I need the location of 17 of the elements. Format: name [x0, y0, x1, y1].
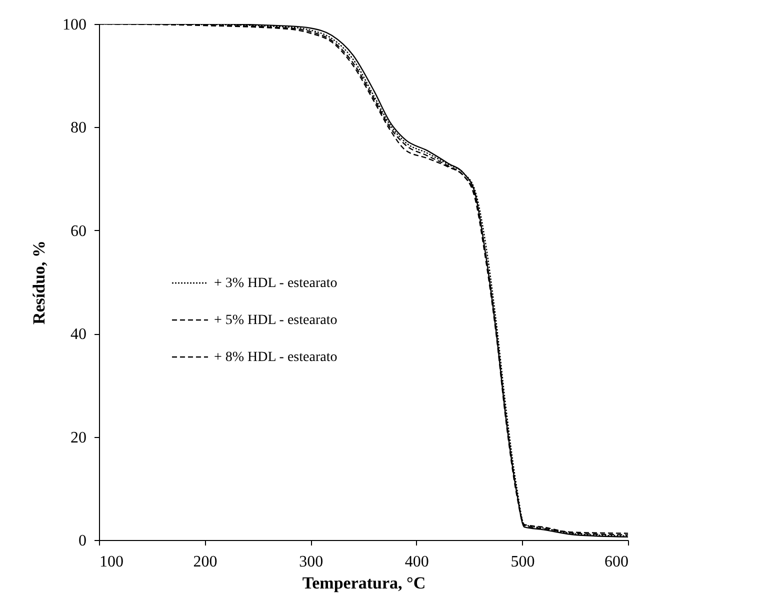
legend-label: + 3% HDL - estearato: [214, 276, 338, 291]
y-tick-label: 0: [78, 532, 86, 550]
x-tick-label: 200: [193, 554, 218, 570]
x-tick-label: 300: [299, 554, 324, 570]
x-tick-label: 600: [604, 554, 628, 570]
y-tick-label: 20: [70, 429, 86, 446]
y-tick-label: 80: [70, 120, 86, 137]
y-tick-label: 40: [70, 326, 86, 344]
y-tick-label: 60: [70, 222, 86, 240]
x-axis-title: Temperatura, °C: [302, 574, 426, 592]
x-tick-label: 400: [404, 554, 429, 570]
legend-label: + 5% HDL - estearato: [214, 313, 338, 328]
x-tick-label: 500: [510, 554, 535, 570]
y-axis-title: Resíduo, %: [30, 240, 48, 325]
legend-label: + 8% HDL - estearato: [214, 350, 338, 365]
y-tick-label: 100: [62, 16, 86, 34]
x-tick-label: 100: [100, 554, 124, 570]
